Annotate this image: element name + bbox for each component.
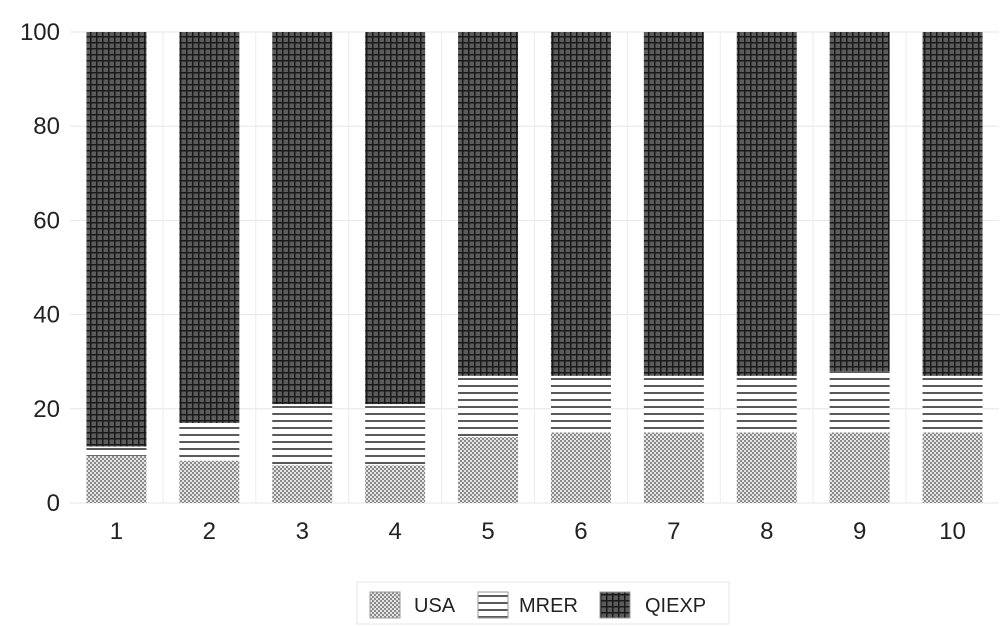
bar-qiexp-8 (736, 32, 797, 376)
x-tick-label: 9 (853, 518, 866, 545)
bar-qiexp-1 (86, 32, 147, 447)
legend-label-mrer: MRER (519, 595, 578, 617)
legend-box (356, 581, 730, 625)
legend-label-usa: USA (414, 595, 456, 617)
legend-swatch-usa (369, 591, 401, 619)
y-tick-label: 80 (33, 113, 60, 140)
bar-usa-3 (272, 465, 333, 503)
bar-mrer-4 (365, 404, 426, 466)
bars (86, 32, 983, 503)
y-tick-label: 100 (20, 19, 60, 46)
x-tick-label: 1 (110, 518, 123, 545)
bar-qiexp-2 (179, 32, 240, 423)
x-tick-label: 8 (760, 518, 773, 545)
bar-mrer-1 (86, 446, 147, 456)
bar-mrer-9 (829, 371, 890, 433)
x-tick-label: 5 (481, 518, 494, 545)
bar-usa-4 (365, 465, 426, 503)
bar-mrer-3 (272, 404, 333, 466)
y-axis: 0 20 40 60 80 100 (20, 19, 60, 517)
x-tick-label: 4 (388, 518, 401, 545)
x-axis: 1 2 3 4 5 6 7 8 9 10 (110, 518, 966, 545)
x-tick-label: 6 (574, 518, 587, 545)
y-tick-label: 0 (47, 490, 60, 517)
bar-qiexp-3 (272, 32, 333, 405)
bar-qiexp-4 (365, 32, 426, 405)
bar-qiexp-6 (550, 32, 611, 376)
bar-qiexp-9 (829, 32, 890, 372)
bar-mrer-7 (643, 375, 704, 433)
bar-qiexp-10 (922, 32, 983, 376)
bar-usa-6 (550, 432, 611, 503)
bar-mrer-6 (550, 375, 611, 433)
bar-mrer-5 (458, 375, 519, 438)
x-tick-label: 3 (296, 518, 309, 545)
x-tick-label: 2 (203, 518, 216, 545)
x-tick-label: 7 (667, 518, 680, 545)
x-tick-label: 10 (939, 518, 966, 545)
y-tick-label: 20 (33, 396, 60, 423)
bar-mrer-2 (179, 422, 240, 461)
y-tick-label: 40 (33, 302, 60, 329)
bar-usa-8 (736, 432, 797, 503)
bar-mrer-10 (922, 375, 983, 433)
bar-qiexp-5 (458, 32, 519, 376)
bar-usa-1 (86, 455, 147, 503)
bar-usa-7 (643, 432, 704, 503)
bar-usa-5 (458, 437, 519, 503)
legend-swatch-qiexp (599, 591, 631, 619)
legend-label-qiexp: QIEXP (645, 595, 706, 617)
bar-mrer-8 (736, 375, 797, 433)
bar-qiexp-7 (643, 32, 704, 376)
bar-usa-2 (179, 460, 240, 503)
bar-usa-10 (922, 432, 983, 503)
legend: USA MRER QIEXP (356, 581, 730, 625)
bar-usa-9 (829, 432, 890, 503)
y-tick-label: 60 (33, 207, 60, 234)
legend-swatch-mrer (477, 591, 509, 619)
